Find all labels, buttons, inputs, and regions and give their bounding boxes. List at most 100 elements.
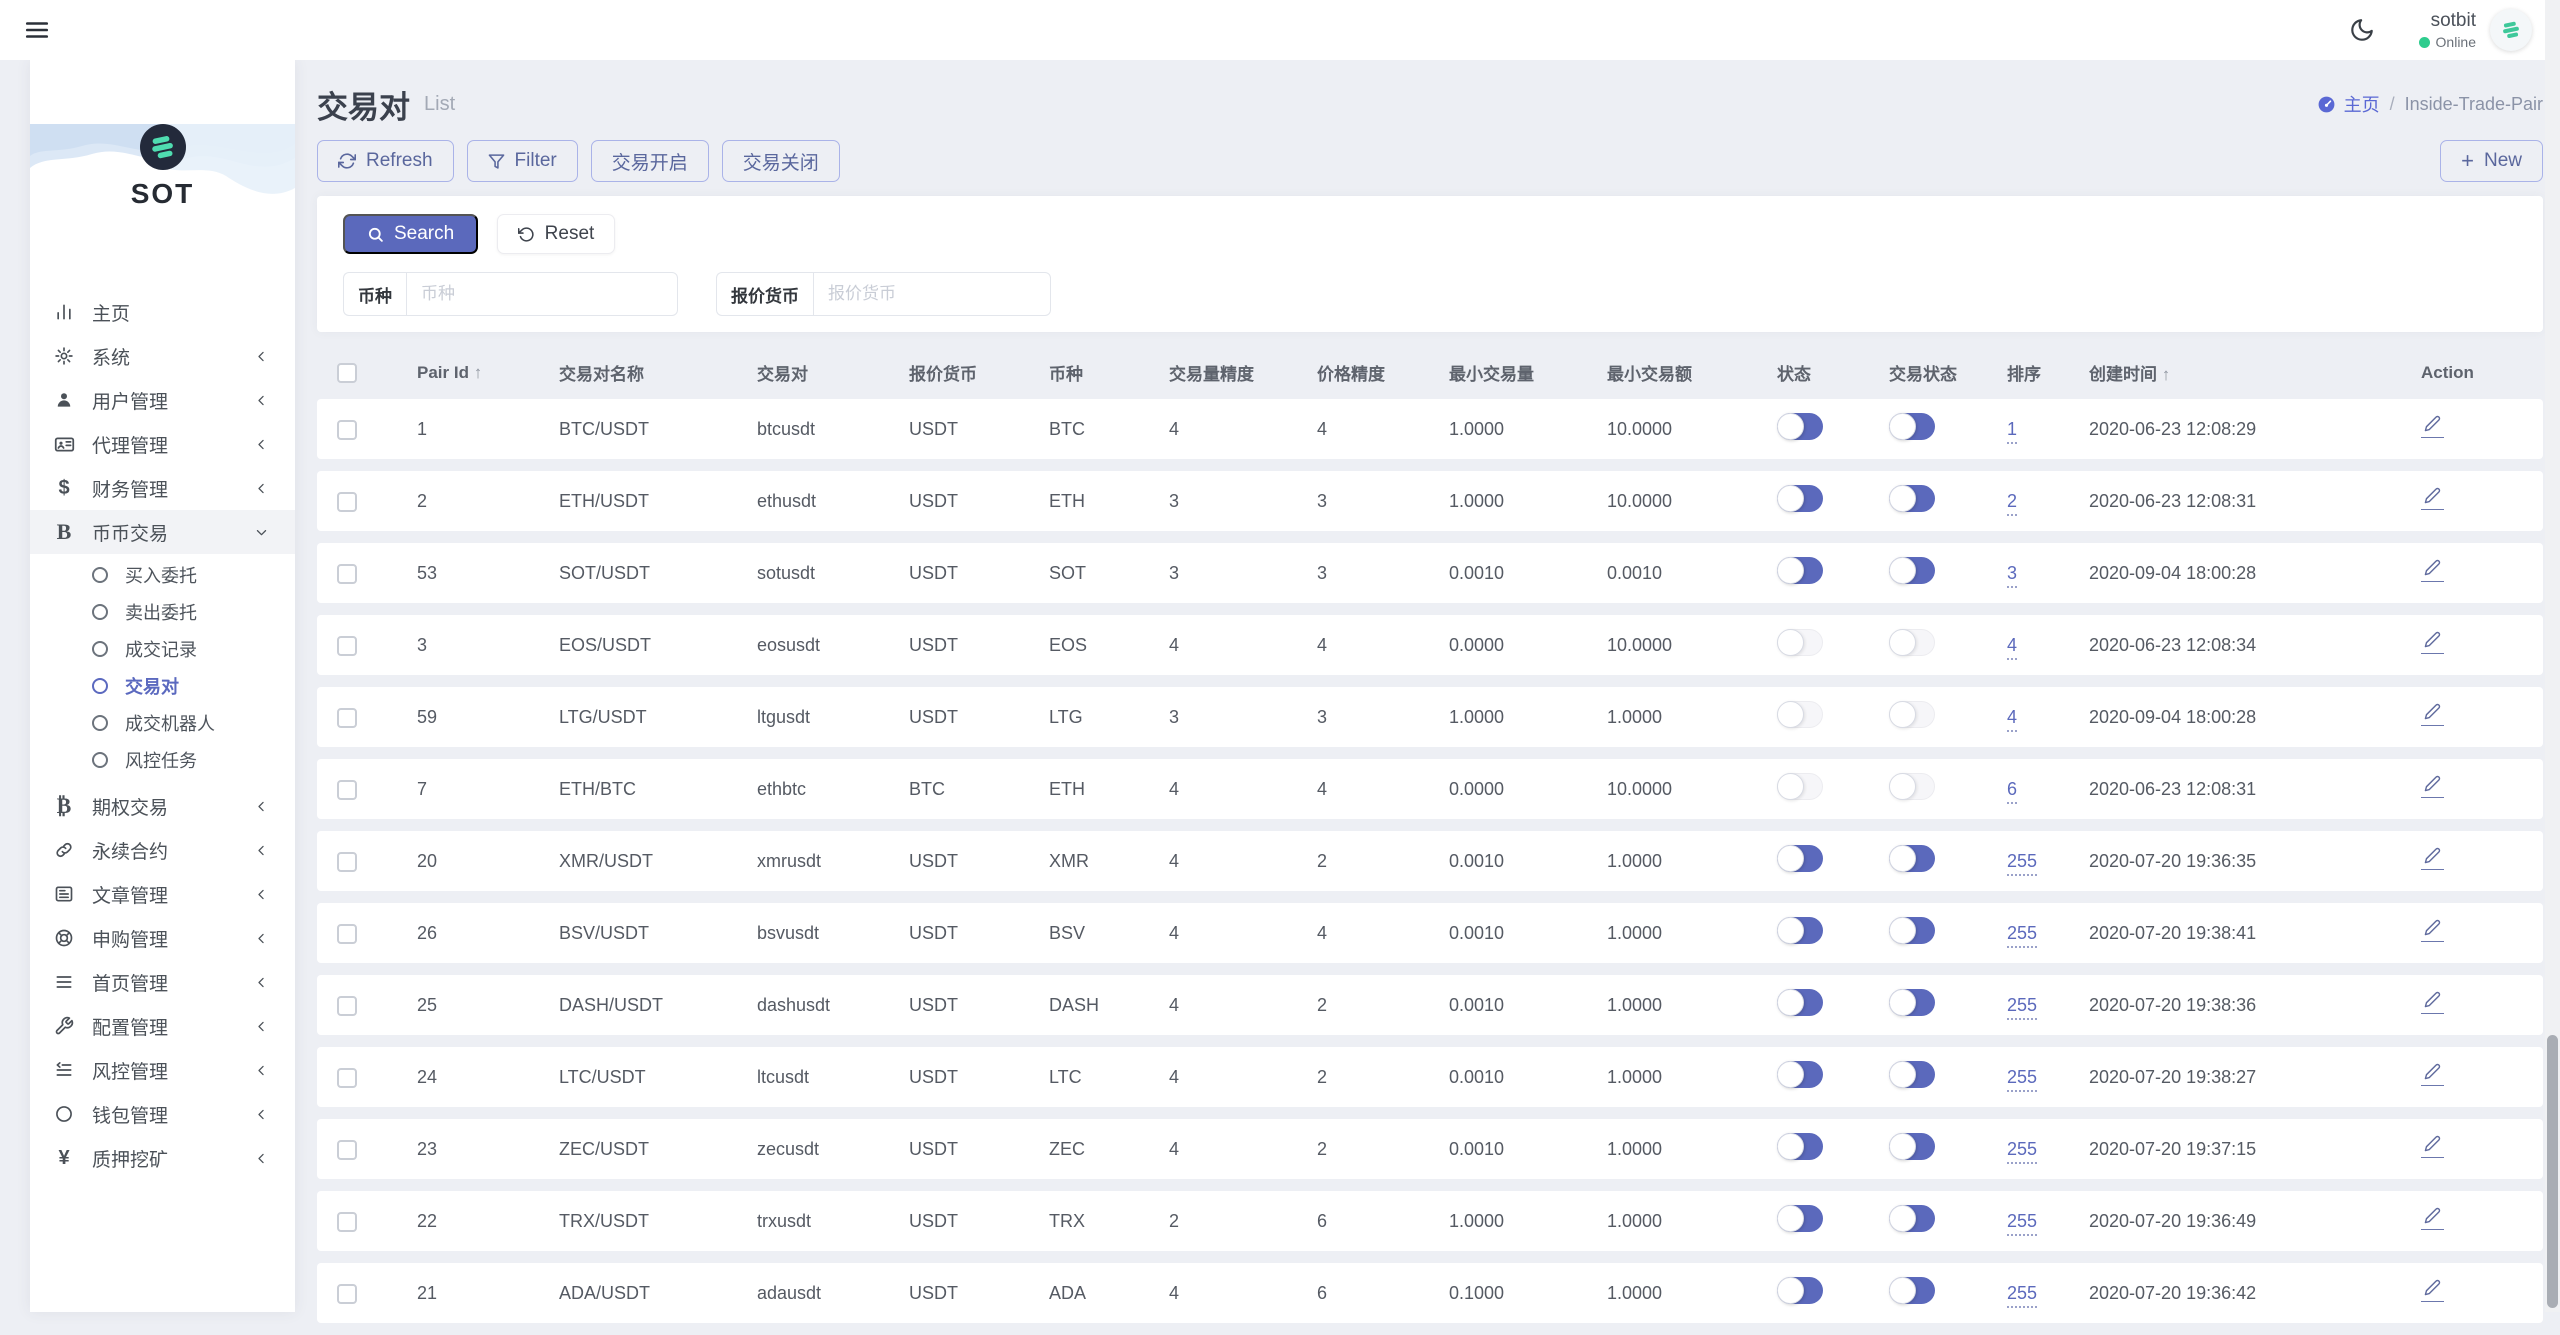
dark-mode-moon-icon[interactable] bbox=[2349, 17, 2375, 43]
trade-status-toggle[interactable] bbox=[1889, 1133, 1935, 1160]
sidebar-item[interactable]: 主页 bbox=[30, 290, 295, 334]
trade-status-toggle[interactable] bbox=[1889, 989, 1935, 1016]
sort-value[interactable]: 255 bbox=[2007, 1066, 2038, 1092]
edit-button[interactable] bbox=[2421, 631, 2444, 654]
sort-value[interactable]: 255 bbox=[2007, 922, 2038, 948]
coin-input[interactable] bbox=[406, 272, 678, 316]
sidebar-item[interactable]: 永续合约 bbox=[30, 828, 295, 872]
sidebar-item[interactable]: B 币币交易 bbox=[30, 510, 295, 554]
edit-button[interactable] bbox=[2421, 1135, 2444, 1158]
sidebar-item[interactable]: 风控管理 bbox=[30, 1048, 295, 1092]
trade-status-toggle[interactable] bbox=[1889, 629, 1935, 656]
sidebar-item[interactable]: 系统 bbox=[30, 334, 295, 378]
refresh-button[interactable]: Refresh bbox=[317, 140, 454, 182]
column-header-created_at[interactable]: 创建时间 ↑ bbox=[2089, 344, 2421, 387]
sidebar-subitem[interactable]: 成交记录 bbox=[30, 630, 295, 667]
trade-open-button[interactable]: 交易开启 bbox=[590, 140, 709, 182]
edit-button[interactable] bbox=[2421, 703, 2444, 726]
status-toggle[interactable] bbox=[1777, 845, 1823, 872]
trade-status-toggle[interactable] bbox=[1889, 1277, 1935, 1304]
sidebar-item[interactable]: 配置管理 bbox=[30, 1004, 295, 1048]
sort-value[interactable]: 4 bbox=[2007, 634, 2018, 660]
trade-close-button[interactable]: 交易关闭 bbox=[721, 140, 840, 182]
edit-button[interactable] bbox=[2421, 1279, 2444, 1302]
trade-status-toggle[interactable] bbox=[1889, 413, 1935, 440]
sort-value[interactable]: 2 bbox=[2007, 490, 2018, 516]
edit-button[interactable] bbox=[2421, 775, 2444, 798]
hamburger-menu-icon[interactable] bbox=[18, 11, 56, 49]
sort-value[interactable]: 6 bbox=[2007, 778, 2018, 804]
sidebar-item[interactable]: ₿ 期权交易 bbox=[30, 784, 295, 828]
sort-value[interactable]: 255 bbox=[2007, 1282, 2038, 1308]
sort-value[interactable]: 255 bbox=[2007, 1210, 2038, 1236]
sort-value[interactable]: 255 bbox=[2007, 1138, 2038, 1164]
row-checkbox[interactable] bbox=[337, 923, 357, 944]
edit-button[interactable] bbox=[2421, 991, 2444, 1014]
trade-status-toggle[interactable] bbox=[1889, 485, 1935, 512]
sidebar-subitem[interactable]: 交易对 bbox=[30, 667, 295, 704]
trade-status-toggle[interactable] bbox=[1889, 845, 1935, 872]
trade-status-toggle[interactable] bbox=[1889, 917, 1935, 944]
new-button[interactable]: + New bbox=[2440, 140, 2543, 182]
status-toggle[interactable] bbox=[1777, 557, 1823, 584]
row-checkbox[interactable] bbox=[337, 1211, 357, 1232]
sort-value[interactable]: 255 bbox=[2007, 994, 2038, 1020]
row-checkbox[interactable] bbox=[337, 419, 357, 440]
select-all-checkbox[interactable] bbox=[337, 362, 357, 383]
sort-value[interactable]: 4 bbox=[2007, 706, 2018, 732]
row-checkbox[interactable] bbox=[337, 779, 357, 800]
status-toggle[interactable] bbox=[1777, 1277, 1823, 1304]
status-toggle[interactable] bbox=[1777, 629, 1823, 656]
brand-logo[interactable] bbox=[139, 124, 186, 170]
quote-input[interactable] bbox=[813, 272, 1051, 316]
reset-button[interactable]: Reset bbox=[496, 214, 616, 254]
search-button[interactable]: Search bbox=[343, 214, 479, 254]
status-toggle[interactable] bbox=[1777, 1205, 1823, 1232]
edit-button[interactable] bbox=[2421, 415, 2444, 438]
sidebar-subitem[interactable]: 卖出委托 bbox=[30, 593, 295, 630]
trade-status-toggle[interactable] bbox=[1889, 1205, 1935, 1232]
sort-value[interactable]: 3 bbox=[2007, 562, 2018, 588]
sidebar-subitem[interactable]: 买入委托 bbox=[30, 556, 295, 593]
scrollbar-thumb[interactable] bbox=[2547, 1035, 2558, 1308]
sidebar-item[interactable]: 首页管理 bbox=[30, 960, 295, 1004]
sidebar-item[interactable]: 代理管理 bbox=[30, 422, 295, 466]
user-menu[interactable]: sotbit Online bbox=[2418, 9, 2532, 52]
status-toggle[interactable] bbox=[1777, 917, 1823, 944]
sidebar-item[interactable]: $ 财务管理 bbox=[30, 466, 295, 510]
sidebar-item[interactable]: ¥ 质押挖矿 bbox=[30, 1136, 295, 1180]
row-checkbox[interactable] bbox=[337, 1283, 357, 1304]
filter-button[interactable]: Filter bbox=[466, 140, 578, 182]
status-toggle[interactable] bbox=[1777, 413, 1823, 440]
row-checkbox[interactable] bbox=[337, 707, 357, 728]
sort-value[interactable]: 255 bbox=[2007, 850, 2038, 876]
sidebar-item[interactable]: 钱包管理 bbox=[30, 1092, 295, 1136]
row-checkbox[interactable] bbox=[337, 491, 357, 512]
trade-status-toggle[interactable] bbox=[1889, 557, 1935, 584]
sidebar-item[interactable]: 用户管理 bbox=[30, 378, 295, 422]
row-checkbox[interactable] bbox=[337, 563, 357, 584]
edit-button[interactable] bbox=[2421, 487, 2444, 510]
row-checkbox[interactable] bbox=[337, 995, 357, 1016]
trade-status-toggle[interactable] bbox=[1889, 701, 1935, 728]
edit-button[interactable] bbox=[2421, 1207, 2444, 1230]
column-header-pair_id[interactable]: Pair Id ↑ bbox=[417, 344, 559, 387]
status-toggle[interactable] bbox=[1777, 1133, 1823, 1160]
edit-button[interactable] bbox=[2421, 1063, 2444, 1086]
edit-button[interactable] bbox=[2421, 559, 2444, 582]
status-toggle[interactable] bbox=[1777, 701, 1823, 728]
breadcrumb-home-link[interactable]: 主页 bbox=[2317, 91, 2380, 117]
sort-value[interactable]: 1 bbox=[2007, 418, 2018, 444]
avatar[interactable] bbox=[2490, 9, 2532, 51]
status-toggle[interactable] bbox=[1777, 989, 1823, 1016]
trade-status-toggle[interactable] bbox=[1889, 773, 1935, 800]
trade-status-toggle[interactable] bbox=[1889, 1061, 1935, 1088]
row-checkbox[interactable] bbox=[337, 635, 357, 656]
row-checkbox[interactable] bbox=[337, 1139, 357, 1160]
row-checkbox[interactable] bbox=[337, 1067, 357, 1088]
edit-button[interactable] bbox=[2421, 847, 2444, 870]
edit-button[interactable] bbox=[2421, 919, 2444, 942]
sidebar-item[interactable]: 文章管理 bbox=[30, 872, 295, 916]
sidebar-item[interactable]: 申购管理 bbox=[30, 916, 295, 960]
sidebar-subitem[interactable]: 成交机器人 bbox=[30, 704, 295, 741]
